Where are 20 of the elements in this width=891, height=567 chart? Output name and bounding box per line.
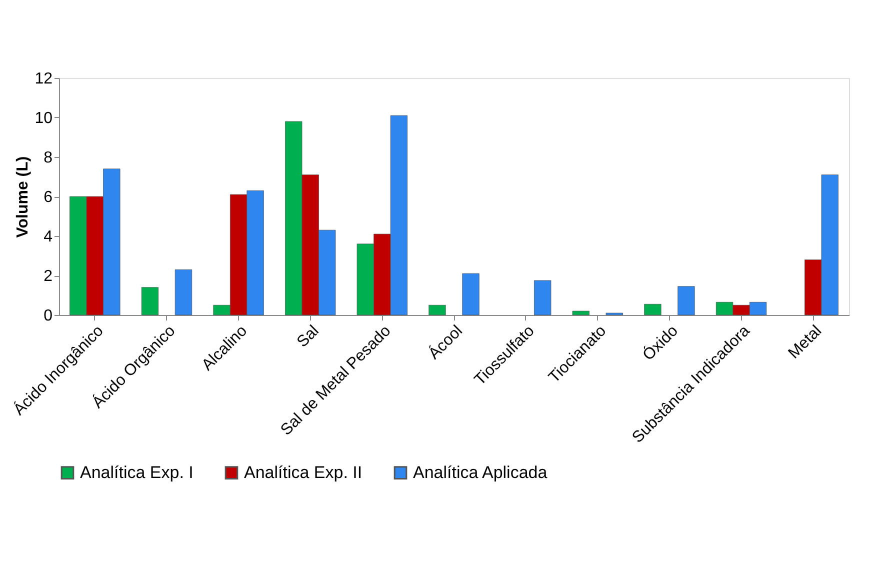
bar bbox=[141, 287, 159, 316]
bar bbox=[534, 280, 552, 316]
bar bbox=[462, 273, 480, 316]
y-axis-title: Volume (L) bbox=[14, 156, 32, 238]
y-tick-label: 10 bbox=[34, 110, 53, 127]
bar bbox=[678, 286, 695, 316]
y-tick-label: 6 bbox=[44, 189, 53, 206]
y-tick-label: 4 bbox=[44, 228, 53, 246]
legend-label: Analítica Aplicada bbox=[413, 462, 548, 482]
bar bbox=[174, 269, 192, 316]
legend-label: Analítica Exp. II bbox=[244, 462, 362, 482]
x-tick-label: Sal bbox=[294, 322, 322, 351]
legend-label: Analítica Exp. I bbox=[80, 462, 194, 482]
y-tick-label: 12 bbox=[34, 70, 53, 88]
bar bbox=[428, 304, 446, 316]
y-tick-label: 0 bbox=[44, 308, 53, 324]
bar bbox=[644, 304, 662, 316]
y-tick-label: 8 bbox=[44, 150, 53, 166]
y-tick-label: 2 bbox=[44, 268, 53, 285]
bar bbox=[572, 310, 590, 316]
